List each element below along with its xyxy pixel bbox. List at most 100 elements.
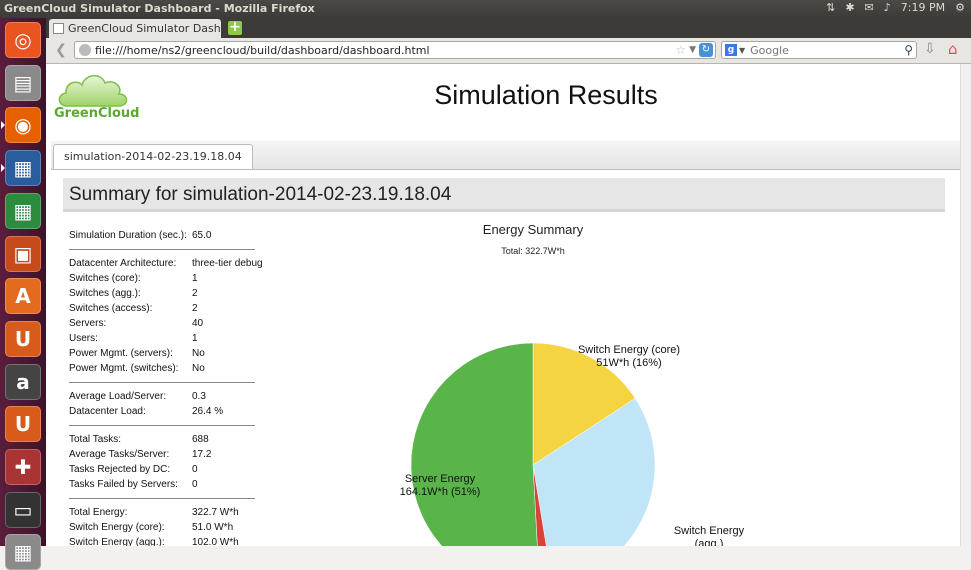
reload-icon[interactable]: ↻ [699,43,713,57]
site-identity-icon[interactable] [79,44,91,56]
url-text[interactable]: file:///home/ns2/greencloud/build/dashbo… [95,43,430,57]
chart-subtitle: Total: 322.7W*h [501,246,565,256]
stat-value: 17.2 [192,449,212,460]
url-history-dropdown-icon[interactable]: ▼ [689,45,696,55]
pie-slice-server-energy [410,342,538,546]
stat-row: Power Mgmt. (servers): No [69,346,255,361]
stat-row: Power Mgmt. (switches): No [69,361,255,376]
stat-label: Switch Energy (core): [69,522,165,533]
ubuntu-dash-icon[interactable]: ◎ [5,22,41,58]
stat-row: Switch Energy (agg.): 102.0 W*h [69,535,255,546]
stat-row: Total Tasks: 688 [69,432,255,447]
software-center-icon[interactable]: A [5,278,41,315]
stat-label: Power Mgmt. (servers): [69,348,173,359]
pie-slice-label: Switch Energy(agg.)102W*h (32%) [673,525,745,546]
browser-tab-title: GreenCloud Simulator Dashbo... [68,22,221,35]
window-title: GreenCloud Simulator Dashboard - Mozilla… [4,2,315,15]
impress-icon[interactable]: ▣ [5,235,41,272]
indicator-area: ⇅ ✱ ✉ ♪ 7:19 PM ⚙ [826,1,965,14]
stat-label: Total Energy: [69,507,128,518]
bookmark-star-icon[interactable]: ☆ [675,43,687,57]
chart-title: Energy Summary [483,222,584,237]
stat-row: Simulation Duration (sec.): 65.0 [69,228,255,243]
volume-icon[interactable]: ♪ [883,1,891,14]
writer-icon[interactable]: ▦ [5,150,41,187]
search-engine-dropdown-icon[interactable]: ▼ [739,45,746,55]
stat-divider [69,425,255,426]
new-tab-button[interactable]: + [228,19,242,35]
pie-slice-switch-energy-core [532,342,636,466]
stat-value: No [192,363,205,374]
stat-value: 40 [192,318,204,329]
workspace-switcher-icon[interactable]: ▦ [5,534,41,570]
ubuntu-one-icon[interactable]: U [5,320,41,357]
stat-value: 65.0 [192,230,212,241]
ubuntu-one-music-icon[interactable]: U [5,406,41,443]
greencloud-logo: GreenCloud [53,66,139,121]
back-button[interactable]: ❮ [55,42,67,58]
clock[interactable]: 7:19 PM [900,1,946,14]
stat-row: Datacenter Load: 26.4 % [69,404,255,419]
navigation-toolbar: ❮ file:///home/ns2/greencloud/build/dash… [46,38,971,64]
stat-value: 0 [192,479,198,490]
pie-slice-switch-energy-agg [532,398,656,546]
stat-value: 102.0 W*h [192,537,239,546]
page-viewport: GreenCloud Simulation Results simulation… [46,64,971,546]
mail-icon[interactable]: ✉ [864,1,874,14]
files-icon[interactable]: ▤ [5,64,41,101]
stat-divider [69,249,255,250]
home-icon[interactable]: ⌂ [948,40,958,58]
firefox-icon[interactable]: ◉ [5,107,41,144]
tab-bar: GreenCloud Simulator Dashbo... + [46,18,971,38]
stat-row: Switches (agg.): 2 [69,286,255,301]
stat-label: Simulation Duration (sec.): [69,230,187,241]
stat-value: 1 [192,273,198,284]
stat-label: Switch Energy (agg.): [69,537,165,546]
stat-row: Users: 1 [69,331,255,346]
terminal-icon[interactable]: ▭ [5,491,41,528]
stat-value: 26.4 % [192,406,224,417]
stat-label: Power Mgmt. (switches): [69,363,179,374]
stat-value: 2 [192,303,198,314]
stat-value: No [192,348,205,359]
stat-value: 0 [192,464,198,475]
simulation-tabs: simulation-2014-02-23.19.18.04 [51,141,961,170]
search-icon[interactable]: ⚲ [904,43,913,57]
amazon-icon[interactable]: a [5,363,41,400]
stat-value: 322.7 W*h [192,507,239,518]
stat-value: 2 [192,288,198,299]
stat-label: Switches (access): [69,303,153,314]
stat-divider [69,382,255,383]
system-settings-icon[interactable]: ✚ [5,449,41,485]
stat-value: 1 [192,333,198,344]
stat-value: three-tier debug [192,258,263,269]
energy-pie-chart: Energy Summary Total: 322.7W*h Switch En… [400,222,745,546]
stat-label: Total Tasks: [69,434,122,445]
tab-simulation[interactable]: simulation-2014-02-23.19.18.04 [53,144,253,169]
logo-text: GreenCloud [54,106,140,121]
search-bar[interactable]: g ▼ ⚲ [721,41,917,59]
running-indicator [1,121,5,130]
search-input[interactable] [750,43,881,57]
stat-row: Switches (core): 1 [69,271,255,286]
stat-value: 688 [192,434,209,445]
url-bar[interactable]: file:///home/ns2/greencloud/build/dashbo… [74,41,716,59]
stat-row: Tasks Rejected by DC: 0 [69,462,255,477]
vertical-scrollbar[interactable] [960,64,971,546]
stat-value: 0.3 [192,391,206,402]
stat-label: Average Tasks/Server: [69,449,170,460]
downloads-icon[interactable]: ⇩ [924,41,936,57]
network-icon[interactable]: ⇅ [826,1,836,14]
stat-row: Switches (access): 2 [69,301,255,316]
pie-slice-label: Switch Energy (core) 51W*h (16%) [578,344,680,369]
stat-label: Users: [69,333,98,344]
cloud-icon [58,75,128,107]
calc-icon[interactable]: ▦ [5,192,41,229]
power-gear-icon[interactable]: ⚙ [955,1,965,14]
stat-divider [69,498,255,499]
browser-tab[interactable]: GreenCloud Simulator Dashbo... [49,19,221,38]
stat-label: Datacenter Architecture: [69,258,177,269]
search-engine-icon[interactable]: g [725,44,737,56]
bluetooth-icon[interactable]: ✱ [845,1,855,14]
